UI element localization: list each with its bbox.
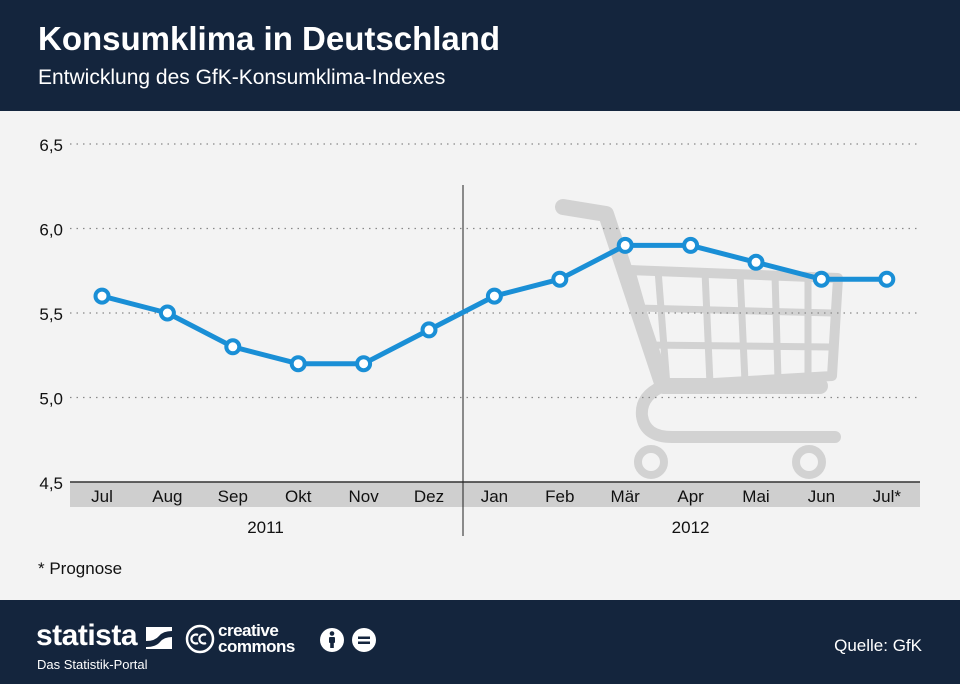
x-tick-label: Jul* bbox=[873, 487, 902, 506]
data-point bbox=[93, 287, 111, 305]
x-tick-label: Dez bbox=[414, 487, 444, 506]
shopping-cart-icon bbox=[555, 199, 843, 479]
x-tick-label: Apr bbox=[677, 487, 704, 506]
y-tick-label: 5,0 bbox=[39, 390, 63, 409]
x-axis-labels: Jul Aug Sep Okt Nov Dez Jan Feb Mär Apr Mai Jun Jul* bbox=[91, 487, 901, 506]
line-chart: 4,5 5,0 5,5 6,0 6,5 Jul Aug Sep Okt Nov Dez Jan Feb… bbox=[39, 136, 920, 537]
footnote: * Prognose bbox=[38, 559, 123, 578]
x-axis-band bbox=[70, 482, 920, 507]
x-tick-label: Jan bbox=[481, 487, 508, 506]
x-tick-label: Jul bbox=[91, 487, 113, 506]
creative-commons-icon[interactable] bbox=[185, 624, 215, 654]
year-labels: 2011 2012 bbox=[247, 518, 709, 537]
data-point bbox=[224, 338, 242, 356]
header: Konsumklima in Deutschland Entwicklung d… bbox=[0, 0, 960, 111]
statista-tagline: Das Statistik-Portal bbox=[37, 657, 148, 672]
y-tick-label: 6,0 bbox=[39, 221, 63, 240]
cc-line-commons: commons bbox=[218, 637, 295, 656]
y-tick-label: 6,5 bbox=[39, 136, 63, 155]
y-tick-label: 5,5 bbox=[39, 305, 63, 324]
data-point bbox=[355, 355, 373, 373]
data-point bbox=[682, 236, 700, 254]
x-tick-label: Sep bbox=[218, 487, 248, 506]
data-point bbox=[551, 270, 569, 288]
attribution-icon[interactable] bbox=[318, 626, 346, 654]
x-tick-label: Feb bbox=[545, 487, 574, 506]
x-tick-label: Okt bbox=[285, 487, 312, 506]
y-tick-label: 4,5 bbox=[39, 474, 63, 493]
statista-logo[interactable]: statista bbox=[36, 619, 138, 652]
data-point bbox=[289, 355, 307, 373]
footer: statista Das Statistik-Portal creative c… bbox=[0, 600, 960, 684]
data-point bbox=[812, 270, 830, 288]
data-point bbox=[616, 236, 634, 254]
cc-line-creative: creative bbox=[218, 621, 279, 640]
x-tick-label: Mai bbox=[742, 487, 769, 506]
statista-flag-icon bbox=[146, 627, 172, 649]
x-tick-label: Jun bbox=[808, 487, 835, 506]
no-derivatives-icon[interactable] bbox=[350, 626, 378, 654]
year-label: 2011 bbox=[247, 518, 284, 537]
data-point bbox=[158, 304, 176, 322]
data-point bbox=[420, 321, 438, 339]
source-label: Quelle: GfK bbox=[834, 636, 922, 655]
page-subtitle: Entwicklung des GfK-Konsumklima-Indexes bbox=[38, 66, 446, 89]
x-tick-label: Mär bbox=[611, 487, 641, 506]
page-title: Konsumklima in Deutschland bbox=[38, 20, 501, 57]
data-point bbox=[878, 270, 896, 288]
y-axis-labels: 4,5 5,0 5,5 6,0 6,5 bbox=[39, 136, 63, 493]
x-tick-label: Aug bbox=[152, 487, 182, 506]
x-tick-label: Nov bbox=[348, 487, 379, 506]
data-point bbox=[485, 287, 503, 305]
data-points bbox=[93, 236, 896, 373]
creative-commons-wordmark[interactable]: creative commons bbox=[218, 621, 295, 656]
data-point bbox=[747, 253, 765, 271]
year-label: 2012 bbox=[672, 518, 710, 537]
